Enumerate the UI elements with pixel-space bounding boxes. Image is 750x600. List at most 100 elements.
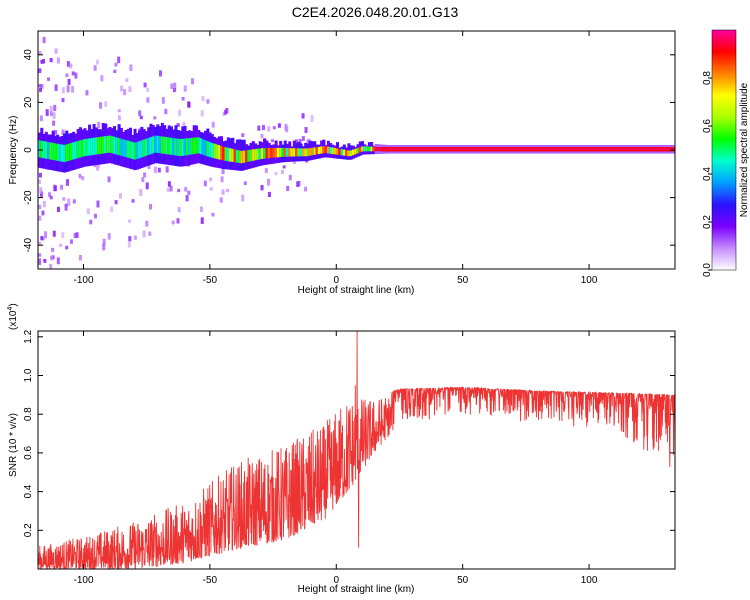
spectrogram-noise-cell (65, 73, 69, 77)
spectrogram-noise-cell (69, 239, 73, 244)
spectrogram-core-cell (379, 147, 383, 152)
spectrogram-noise-cell (39, 187, 43, 194)
spectrogram-x-tick-label: -50 (203, 275, 218, 286)
spectrogram-noise-cell (200, 217, 204, 224)
colorbar-label: Normalized spectral amplitude (739, 82, 750, 217)
spectrogram-core-cell (88, 138, 92, 156)
spectrogram-core-cell (97, 137, 101, 155)
spectrogram-noise-cell (48, 192, 52, 197)
spectrogram-core-cell (283, 148, 287, 157)
spectrogram-noise-cell (117, 115, 121, 121)
spectrogram-band (38, 122, 675, 173)
spectrogram-noise-cell (39, 88, 43, 92)
spectrogram-core-cell (260, 148, 264, 159)
spectrogram-noise-cell (54, 48, 58, 54)
spectrogram-core-cell (299, 148, 303, 157)
snr-x-label: Height of straight line (km) (298, 584, 415, 595)
spectrogram-noise-cell (52, 120, 56, 126)
spectrogram-noise-cell (38, 179, 42, 184)
spectrogram-core-cell (192, 137, 196, 155)
spectrogram-noise-cell (61, 129, 65, 135)
spectrogram-core-cell (124, 139, 128, 158)
spectrogram-noise-cell (71, 71, 75, 76)
spectrogram-noise-cell (72, 199, 76, 204)
spectrogram-noise-cell (177, 188, 181, 193)
snr-series-line (38, 331, 675, 569)
spectrogram-noise-cell (38, 215, 42, 221)
spectrogram-core-cell (231, 148, 235, 162)
spectrogram-core-cell (106, 135, 110, 153)
spectrogram-core-cell (156, 135, 160, 153)
spectrogram-core-cell (224, 147, 228, 161)
spectrogram-core-cell (110, 136, 114, 154)
spectrogram-noise-cell (294, 139, 298, 143)
spectrogram-noise-cell (221, 168, 225, 175)
spectrogram-noise-cell (301, 136, 305, 141)
spectrogram-core-cell (115, 137, 119, 155)
spectrogram-core-cell (49, 142, 53, 160)
spectrogram-core-cell (270, 148, 274, 158)
spectrogram-core-cell (208, 141, 212, 158)
spectrogram-core-cell (256, 148, 260, 160)
spectrogram-noise-cell (49, 105, 53, 113)
spectrogram-core-cell (108, 135, 112, 153)
spectrogram-noise-cell (97, 164, 101, 169)
spectrogram-core-cell (254, 149, 258, 161)
snr-frame (37, 330, 676, 570)
spectrogram-noise-cell (143, 172, 147, 178)
snr-y-multiplier-close: ) (8, 303, 19, 306)
spectrogram-noise-cell (191, 78, 195, 85)
spectrogram-noise-cell (73, 232, 77, 239)
spectrogram-noise-cell (95, 59, 99, 65)
spectrogram-core-cell (242, 150, 246, 163)
snr-x-tick-label: 50 (457, 575, 469, 586)
spectrogram-noise-cell (171, 220, 175, 225)
spectrogram-x-label: Height of straight line (km) (298, 285, 415, 296)
spectrogram-noise-cell (184, 186, 188, 192)
spectrogram-noise-cell (114, 200, 118, 205)
spectrogram-core-cell (329, 147, 333, 154)
spectrogram-noise-cell (54, 130, 58, 135)
spectrogram-noise-cell (158, 70, 162, 77)
spectrogram-noise-cell (284, 123, 288, 131)
spectrogram-noise-cell (128, 219, 132, 223)
spectrogram-core-cell (265, 148, 269, 159)
spectrogram-core-cell (345, 149, 349, 156)
spectrogram-noise-cell (85, 90, 89, 96)
spectrogram-noise-cell (81, 176, 85, 181)
spectrogram-core-cell (288, 148, 292, 157)
spectrogram-core-cell (342, 149, 346, 156)
spectrogram-noise-cell (281, 169, 285, 174)
spectrogram-noise-cell (53, 104, 57, 112)
spectrogram-core-cell (263, 148, 267, 159)
spectrogram-noise-cell (286, 185, 290, 192)
spectrogram-noise-cell (93, 213, 97, 219)
spectrogram-noise-cell (42, 200, 46, 208)
spectrogram-core-cell (295, 148, 299, 157)
spectrogram-core-cell (133, 142, 137, 160)
spectrogram-noise-cell (142, 230, 146, 238)
spectrogram-core-cell (331, 147, 335, 155)
spectrogram-core-cell (42, 141, 46, 159)
spectrogram-noise-cell (67, 198, 71, 204)
spectrogram-noise-cell (211, 121, 215, 128)
spectrogram-noise-cell (120, 85, 124, 92)
spectrogram-noise-cell (298, 138, 302, 145)
spectrogram-noise-cell (201, 96, 205, 102)
spectrogram-noise-cell (45, 109, 49, 116)
spectrogram-noise-cell (50, 255, 54, 261)
spectrogram-noise-cell (226, 188, 230, 193)
spectrogram-x-tick-label: 0 (333, 275, 339, 286)
spectrogram-core-cell (311, 147, 314, 156)
spectrogram-core-cell (304, 148, 308, 157)
spectrogram-noise-cell (267, 191, 271, 198)
spectrogram-noise-cell (93, 65, 97, 71)
spectrogram-core-cell (213, 143, 217, 159)
spectrogram-core-cell (60, 144, 64, 162)
spectrogram-core-cell (113, 136, 117, 154)
spectrogram-noise-cell (117, 109, 121, 113)
spectrogram-core-cell (326, 146, 330, 154)
spectrogram-core-cell (169, 137, 173, 155)
spectrogram-noise-cell (44, 231, 48, 239)
spectrogram-core-cell (56, 143, 60, 161)
